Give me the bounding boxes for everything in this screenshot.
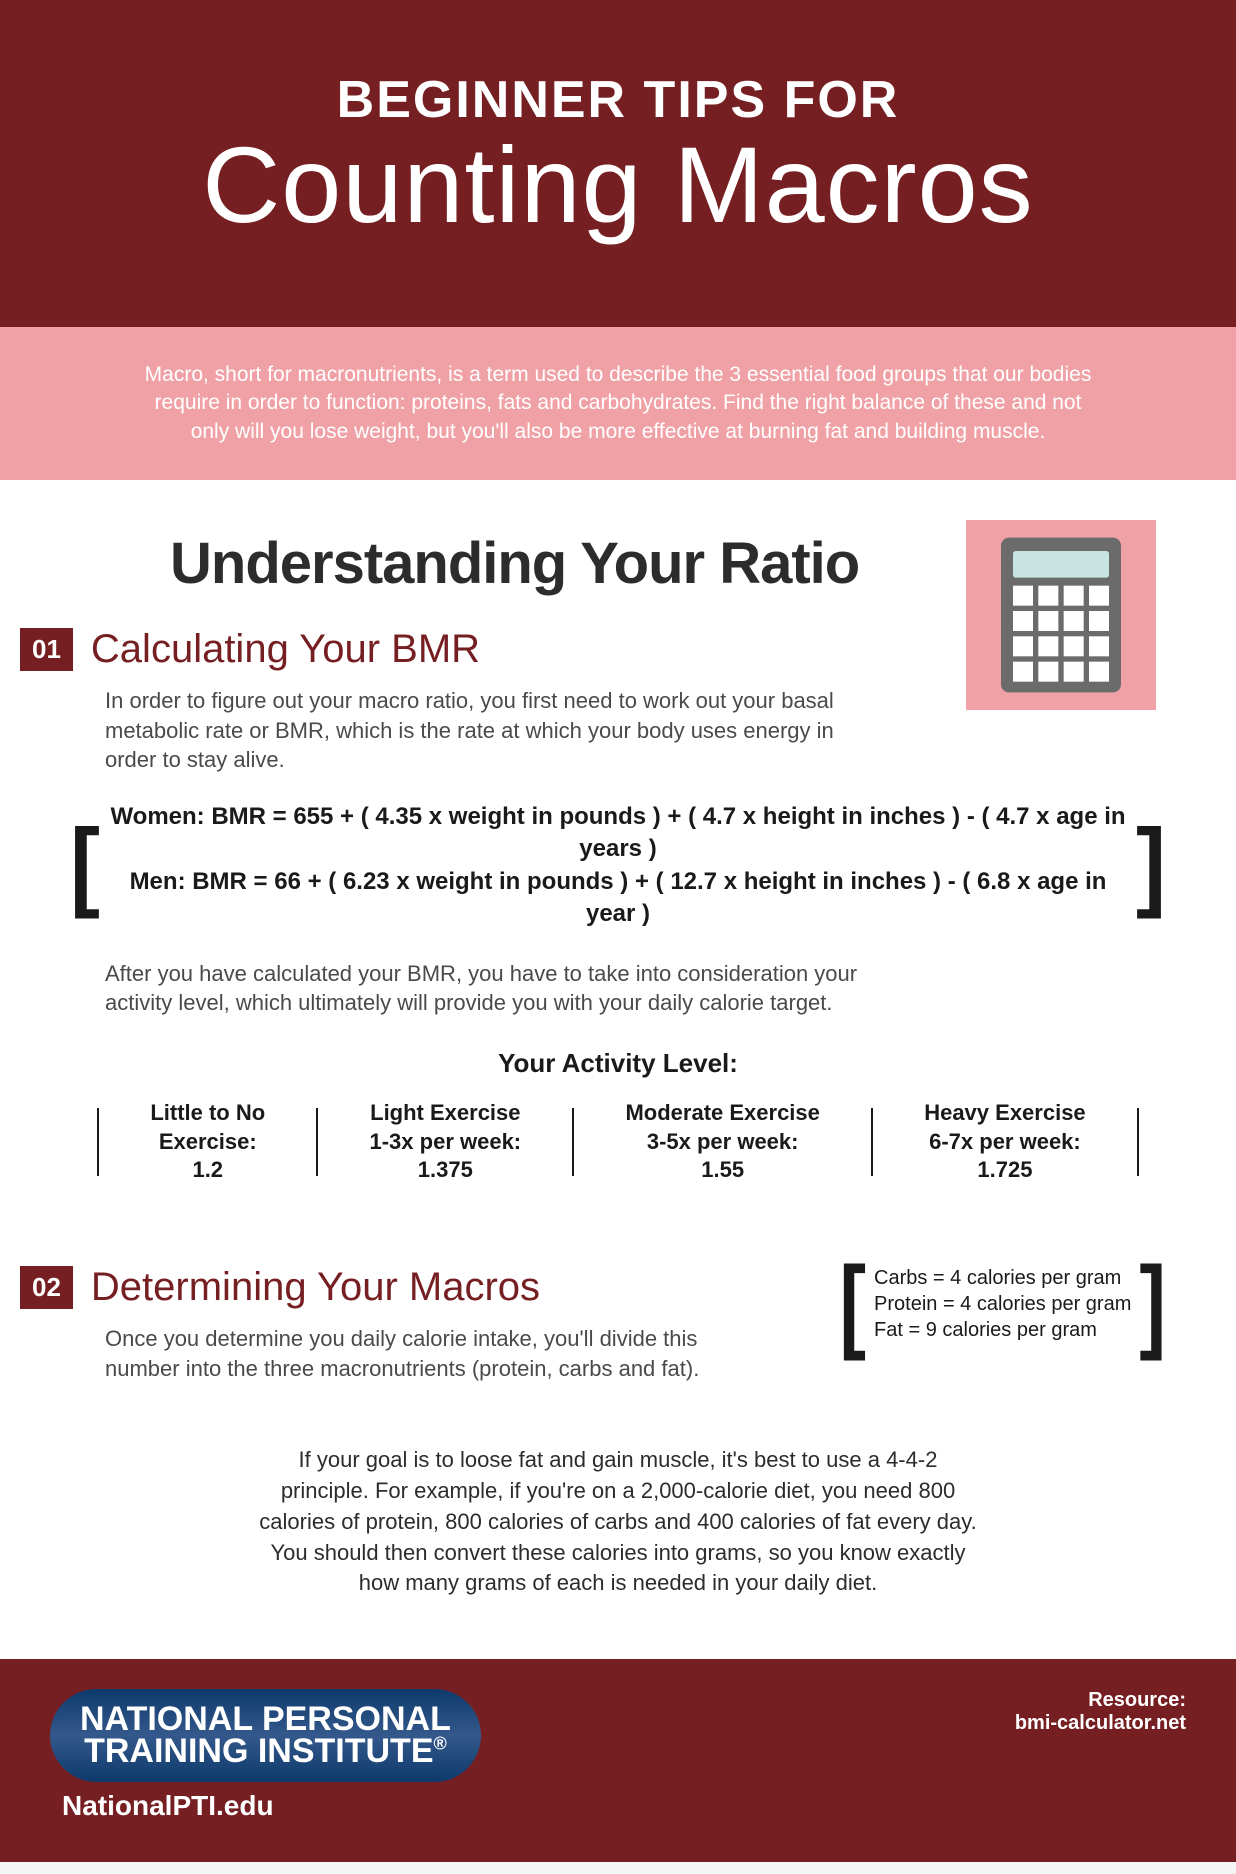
activity-cell: Moderate Exercise3-5x per week: 1.55: [601, 1099, 843, 1185]
step1-intro: In order to figure out your macro ratio,…: [105, 686, 885, 775]
separator-icon: [1137, 1108, 1139, 1176]
bmr-formula-block: [ Women: BMR = 655 + ( 4.35 x weight in …: [70, 801, 1166, 931]
resource-value: bmi-calculator.net: [1015, 1712, 1186, 1735]
intro-text: Macro, short for macronutrients, is a te…: [0, 327, 1236, 480]
formula-lines: Women: BMR = 655 + ( 4.35 x weight in po…: [110, 801, 1126, 931]
activity-label: Light Exercise1-3x per week:: [370, 1099, 522, 1156]
npti-logo: NATIONAL PERSONAL TRAINING INSTITUTE®: [50, 1689, 481, 1782]
activity-cell: Heavy Exercise6-7x per week: 1.725: [900, 1099, 1109, 1185]
activity-label: Little to NoExercise:: [150, 1099, 265, 1156]
activity-value: 1.55: [625, 1156, 819, 1185]
goal-text: If your goal is to loose fat and gain mu…: [258, 1445, 978, 1599]
activity-row: Little to NoExercise: 1.2 Light Exercise…: [70, 1099, 1166, 1185]
infographic-page: BEGINNER TIPS FOR Counting Macros Macro,…: [0, 0, 1236, 1862]
bracket-left-icon: [: [839, 1273, 866, 1335]
activity-value: 1.2: [150, 1156, 265, 1185]
step2-number: 02: [20, 1266, 73, 1309]
step2-left: 02 Determining Your Macros Once you dete…: [70, 1265, 799, 1405]
cal-line: Carbs = 4 calories per gram: [874, 1265, 1131, 1291]
resource-label: Resource:: [1015, 1689, 1186, 1712]
step2-head: 02 Determining Your Macros: [20, 1265, 799, 1310]
footer-right: Resource: bmi-calculator.net: [1015, 1689, 1186, 1735]
calculator-icon-box: [966, 520, 1156, 710]
activity-cell: Little to NoExercise: 1.2: [126, 1099, 289, 1185]
calculator-icon: [991, 535, 1131, 695]
separator-icon: [871, 1108, 873, 1176]
cal-lines: Carbs = 4 calories per gram Protein = 4 …: [874, 1265, 1131, 1343]
step2-title: Determining Your Macros: [91, 1265, 540, 1310]
bracket-left-icon: [: [70, 831, 100, 900]
activity-label: Moderate Exercise3-5x per week:: [625, 1099, 819, 1156]
bracket-right-icon: ]: [1136, 831, 1166, 900]
bracket-right-icon: ]: [1139, 1273, 1166, 1335]
logo-line2: TRAINING INSTITUTE®: [80, 1735, 451, 1767]
activity-value: 1.725: [924, 1156, 1085, 1185]
header-title: Counting Macros: [20, 122, 1216, 247]
logo-line2-text: TRAINING INSTITUTE: [84, 1732, 433, 1770]
logo-line1: NATIONAL PERSONAL: [80, 1703, 451, 1735]
footer-left: NATIONAL PERSONAL TRAINING INSTITUTE® Na…: [50, 1689, 481, 1822]
header-eyebrow: BEGINNER TIPS FOR: [20, 70, 1216, 130]
activity-title: Your Activity Level:: [70, 1048, 1166, 1079]
activity-label: Heavy Exercise6-7x per week:: [924, 1099, 1085, 1156]
activity-value: 1.375: [370, 1156, 522, 1185]
step1-title: Calculating Your BMR: [91, 627, 480, 672]
step1-after: After you have calculated your BMR, you …: [105, 959, 885, 1018]
separator-icon: [572, 1108, 574, 1176]
calorie-per-gram-block: [ Carbs = 4 calories per gram Protein = …: [839, 1265, 1166, 1343]
formula-women: Women: BMR = 655 + ( 4.35 x weight in po…: [110, 801, 1126, 866]
cal-line: Protein = 4 calories per gram: [874, 1291, 1131, 1317]
step2-intro: Once you determine you daily calorie int…: [105, 1324, 745, 1383]
step1-number: 01: [20, 628, 73, 671]
registered-mark-icon: ®: [434, 1734, 447, 1754]
main-content: Understanding Your Ratio 01 Calculating …: [0, 480, 1236, 1659]
separator-icon: [97, 1108, 99, 1176]
formula-men: Men: BMR = 66 + ( 6.23 x weight in pound…: [110, 866, 1126, 931]
activity-cell: Light Exercise1-3x per week: 1.375: [346, 1099, 546, 1185]
footer: NATIONAL PERSONAL TRAINING INSTITUTE® Na…: [0, 1659, 1236, 1862]
cal-line: Fat = 9 calories per gram: [874, 1317, 1131, 1343]
step2-row: 02 Determining Your Macros Once you dete…: [70, 1265, 1166, 1405]
header-banner: BEGINNER TIPS FOR Counting Macros: [0, 0, 1236, 327]
separator-icon: [316, 1108, 318, 1176]
footer-url: NationalPTI.edu: [62, 1790, 481, 1822]
